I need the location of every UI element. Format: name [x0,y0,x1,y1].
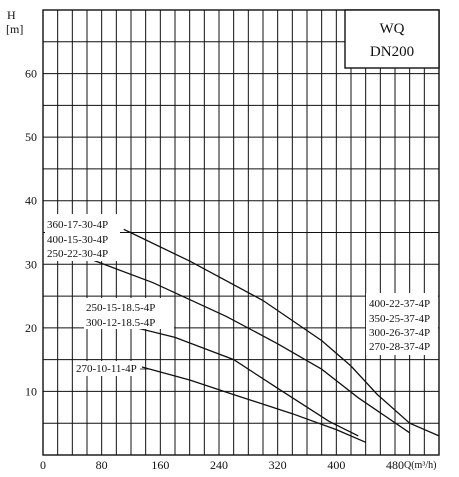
y-tick-label: 40 [25,194,37,208]
curves [86,228,440,443]
x-tick-label: 400 [327,458,345,472]
performance-curve [123,228,440,437]
label-400-22-37-4p: 400-22-37-4P [369,298,430,310]
y-tick-label: 50 [25,130,37,144]
x-tick-label: 480 [386,458,404,472]
y-axis-symbol: H [7,8,16,22]
label-270-10-11-4p: 270-10-11-4P [76,363,137,375]
label-250-22-30-4p: 250-22-30-4P [47,248,108,260]
label-350-25-37-4p: 350-25-37-4P [369,313,430,325]
label-270-28-37-4p: 270-28-37-4P [369,341,430,353]
x-axis-label: Q(m³/h) [404,460,436,471]
performance-curve [123,324,359,437]
label-300-12-18-5-4p: 300-12-18.5-4P [86,317,155,329]
label-250-15-18-5-4p: 250-15-18.5-4P [86,302,155,314]
y-tick-label: 10 [25,384,37,398]
y-tick-label: 20 [25,321,37,335]
x-tick-label: 320 [269,458,287,472]
label-400-15-30-4p: 400-15-30-4P [47,234,108,246]
chart-subtitle: DN200 [370,44,414,60]
x-tick-label: 240 [210,458,228,472]
title-box: WQ DN200 [344,9,440,69]
ticks: 0 80 160 240 320 400 480 10 20 30 40 50 60 [25,67,404,472]
x-tick-label: 0 [40,458,46,472]
label-360-17-30-4p: 360-17-30-4P [47,219,108,231]
performance-curve [86,257,411,434]
plot-frame [42,9,440,456]
curve-labels: 360-17-30-4P 400-15-30-4P 250-22-30-4P 2… [45,214,438,376]
label-300-26-37-4p: 300-26-37-4P [369,327,430,339]
chart-title: WQ [380,21,405,37]
x-tick-label: 80 [96,458,108,472]
y-tick-label: 30 [25,257,37,271]
performance-curve [138,365,366,443]
y-tick-label: 60 [25,67,37,81]
x-tick-label: 160 [151,458,169,472]
y-axis-unit: [m] [6,22,23,36]
